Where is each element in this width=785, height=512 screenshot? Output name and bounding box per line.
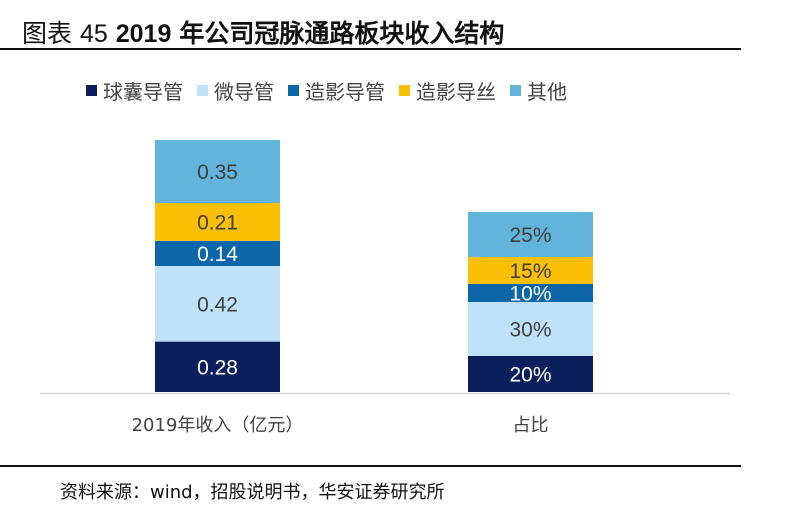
bar-segment — [155, 203, 280, 241]
bar-segment — [468, 284, 593, 302]
legend-label: 造影导丝 — [416, 80, 496, 104]
legend-label: 微导管 — [214, 80, 274, 104]
data-label: 0.14 — [197, 243, 238, 266]
bar-segment — [155, 140, 280, 203]
legend-item: 造影导管 — [288, 76, 385, 105]
data-label: 15% — [509, 260, 551, 283]
legend-swatch — [197, 85, 208, 96]
data-label: 25% — [509, 224, 551, 247]
bar-segment — [155, 266, 280, 342]
legend: 球囊导管 微导管 造影导管 造影导丝 其他 — [86, 76, 567, 105]
bar-segment — [155, 240, 280, 266]
source-note: 资料来源：wind，招股说明书，华安证券研究所 — [60, 482, 445, 503]
data-label: 20% — [509, 364, 551, 387]
legend-item: 其他 — [510, 76, 567, 105]
bar-segment — [155, 341, 280, 392]
bar-segment — [468, 257, 593, 284]
category-label: 占比 — [513, 415, 549, 436]
legend-item: 微导管 — [197, 76, 274, 105]
legend-label: 造影导管 — [305, 80, 385, 104]
legend-item: 造影导丝 — [399, 76, 496, 105]
data-label: 10% — [509, 283, 551, 306]
legend-swatch — [399, 85, 410, 96]
category-label: 2019年收入（亿元） — [132, 415, 304, 436]
top-rule — [0, 48, 741, 50]
figure-title: 图表 45 2019 年公司冠脉通路板块收入结构 — [22, 14, 504, 50]
legend-swatch — [288, 85, 299, 96]
bottom-rule — [0, 465, 741, 467]
bar-segment — [468, 212, 593, 257]
data-label: 0.35 — [197, 161, 238, 184]
data-label: 30% — [509, 319, 551, 342]
data-label: 0.21 — [197, 211, 238, 234]
legend-label: 球囊导管 — [103, 80, 183, 104]
title-number: 45 — [79, 20, 108, 48]
bar-segment — [468, 356, 593, 392]
bar-segment — [468, 302, 593, 356]
legend-item: 球囊导管 — [86, 76, 183, 105]
title-prefix: 图表 — [22, 19, 73, 48]
legend-swatch — [86, 85, 97, 96]
legend-swatch — [510, 85, 521, 96]
title-year: 2019 — [115, 20, 172, 48]
stacked-bar-chart: 0.28 0.42 0.14 0.21 0.35 2019年收入（亿元） 20% 30% 10%… — [40, 140, 730, 436]
title-text: 年公司冠脉通路板块收入结构 — [179, 20, 505, 48]
data-label: 0.28 — [197, 356, 238, 379]
data-label: 0.42 — [197, 293, 238, 316]
legend-label: 其他 — [527, 80, 567, 104]
